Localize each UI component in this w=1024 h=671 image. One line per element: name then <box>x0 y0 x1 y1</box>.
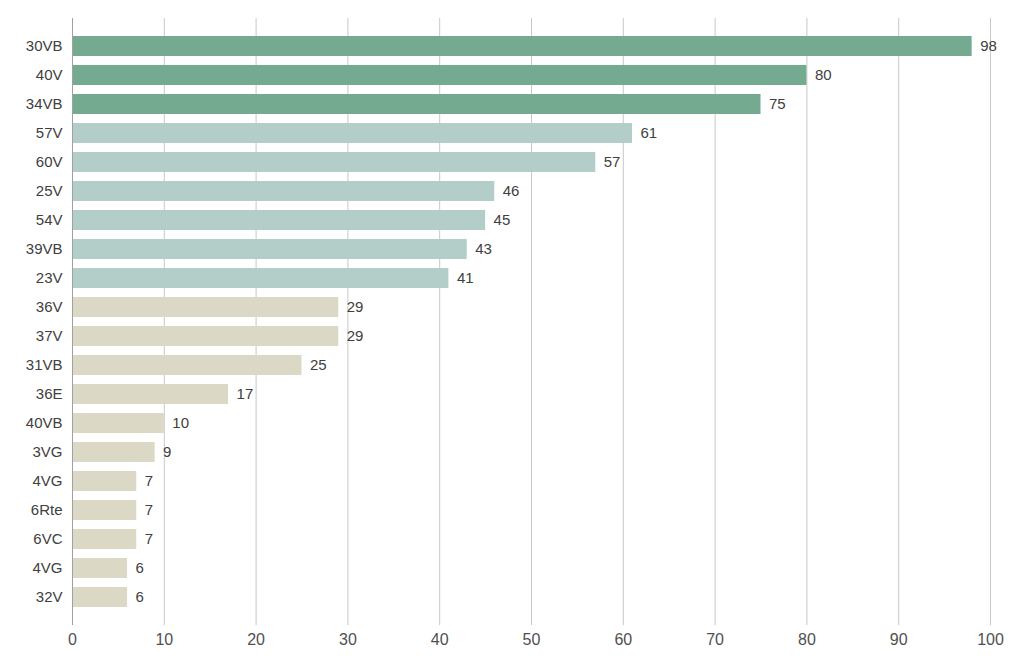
svg-text:80: 80 <box>815 66 832 83</box>
svg-text:57V: 57V <box>36 124 63 141</box>
svg-text:75: 75 <box>769 95 786 112</box>
svg-text:17: 17 <box>237 385 254 402</box>
svg-text:36V: 36V <box>36 298 63 315</box>
svg-text:60: 60 <box>614 631 632 648</box>
svg-text:7: 7 <box>145 530 153 547</box>
svg-text:39VB: 39VB <box>26 240 63 257</box>
svg-text:41: 41 <box>457 269 474 286</box>
svg-text:6VC: 6VC <box>33 530 62 547</box>
svg-text:32V: 32V <box>36 588 63 605</box>
svg-text:9: 9 <box>163 443 171 460</box>
svg-text:36E: 36E <box>36 385 63 402</box>
svg-text:0: 0 <box>68 631 77 648</box>
svg-text:45: 45 <box>494 211 511 228</box>
svg-text:57: 57 <box>604 153 621 170</box>
svg-text:37V: 37V <box>36 327 63 344</box>
svg-text:29: 29 <box>347 327 364 344</box>
svg-text:90: 90 <box>890 631 908 648</box>
svg-text:7: 7 <box>145 501 153 518</box>
svg-text:80: 80 <box>798 631 816 648</box>
svg-text:70: 70 <box>706 631 724 648</box>
svg-text:61: 61 <box>640 124 657 141</box>
svg-text:6Rte: 6Rte <box>31 501 63 518</box>
svg-text:23V: 23V <box>36 269 63 286</box>
svg-text:98: 98 <box>980 37 997 54</box>
svg-text:20: 20 <box>247 631 265 648</box>
svg-text:60V: 60V <box>36 153 63 170</box>
svg-text:4VG: 4VG <box>32 472 62 489</box>
svg-text:54V: 54V <box>36 211 63 228</box>
svg-text:4VG: 4VG <box>32 559 62 576</box>
svg-text:43: 43 <box>475 240 492 257</box>
svg-text:10: 10 <box>172 414 189 431</box>
svg-text:6: 6 <box>136 588 144 605</box>
svg-text:31VB: 31VB <box>26 356 63 373</box>
svg-text:3VG: 3VG <box>32 443 62 460</box>
svg-text:40: 40 <box>431 631 449 648</box>
svg-text:40V: 40V <box>36 66 63 83</box>
svg-text:10: 10 <box>155 631 173 648</box>
svg-text:30VB: 30VB <box>26 37 63 54</box>
svg-text:25: 25 <box>310 356 327 373</box>
svg-text:6: 6 <box>136 559 144 576</box>
svg-text:34VB: 34VB <box>26 95 63 112</box>
svg-text:100: 100 <box>977 631 1004 648</box>
svg-text:25V: 25V <box>36 182 63 199</box>
svg-text:7: 7 <box>145 472 153 489</box>
svg-text:30: 30 <box>339 631 357 648</box>
svg-text:29: 29 <box>347 298 364 315</box>
svg-text:50: 50 <box>523 631 541 648</box>
svg-text:46: 46 <box>503 182 520 199</box>
svg-text:40VB: 40VB <box>26 414 63 431</box>
